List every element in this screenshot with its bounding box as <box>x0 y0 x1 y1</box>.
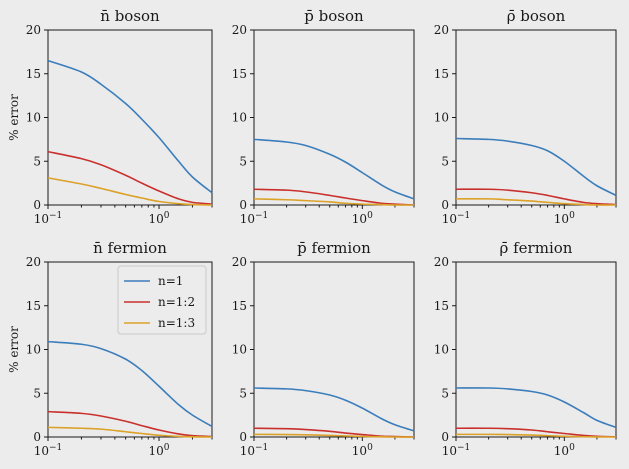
y-tick-label: 20 <box>232 23 247 37</box>
y-tick-label: 0 <box>441 430 449 444</box>
y-axis-label: % error <box>7 326 21 373</box>
x-tick-label: 10−1 <box>240 211 269 226</box>
series-line-2 <box>253 188 415 206</box>
y-tick-label: 15 <box>434 67 449 81</box>
x-tick-label: 10−1 <box>240 443 269 458</box>
panel-4: n̄ fermion 0 5 10 15 20 10−1 100 % error n=1 n=1:2… <box>7 239 213 458</box>
y-tick-label: 0 <box>441 198 449 212</box>
series-line-3 <box>47 426 213 438</box>
x-tick-label: 100 <box>352 211 373 226</box>
x-tick-label: 10−1 <box>34 211 63 226</box>
plot-area <box>455 261 617 438</box>
legend: n=1 n=1:2 n=1:3 <box>117 265 207 335</box>
y-tick-label: 5 <box>33 386 41 400</box>
series-line-3 <box>253 433 415 438</box>
x-tick-label: 100 <box>554 211 575 226</box>
x-tick-label: 10−1 <box>442 211 471 226</box>
y-tick-label: 0 <box>239 430 247 444</box>
y-tick-label: 0 <box>239 198 247 212</box>
y-tick-label: 5 <box>239 386 247 400</box>
y-tick-label: 15 <box>434 299 449 313</box>
series-line-2 <box>47 410 213 438</box>
x-tick-label: 100 <box>149 211 170 226</box>
x-tick-label: 100 <box>149 443 170 458</box>
panel-title: p̄ fermion <box>297 239 371 257</box>
series-line-3 <box>253 198 415 206</box>
series-line-3 <box>455 433 617 438</box>
legend-label-2: n=1:2 <box>158 295 195 309</box>
series-line-1 <box>47 59 213 194</box>
plot-area <box>455 29 617 206</box>
panel-title: ρ̄ boson <box>507 7 566 25</box>
legend-label-3: n=1:3 <box>158 316 195 330</box>
series-line-3 <box>455 198 617 206</box>
y-tick-label: 15 <box>26 299 41 313</box>
panel-2: p̄ boson 0 5 10 15 20 10−1 100 <box>232 7 415 226</box>
legend-box <box>117 265 207 335</box>
y-tick-label: 10 <box>434 111 449 125</box>
x-tick-label: 100 <box>554 443 575 458</box>
y-tick-label: 15 <box>232 299 247 313</box>
panel-1: n̄ boson 0 5 10 15 20 10−1 100 % error <box>7 7 213 226</box>
y-tick-label: 5 <box>441 386 449 400</box>
panel-3: ρ̄ boson 0 5 10 15 20 10−1 100 <box>434 7 617 226</box>
y-tick-label: 5 <box>239 154 247 168</box>
y-tick-label: 20 <box>434 23 449 37</box>
x-tick-label: 10−1 <box>34 443 63 458</box>
plot-area <box>47 29 213 206</box>
series-line-2 <box>47 150 213 205</box>
y-tick-label: 20 <box>26 255 41 269</box>
y-tick-label: 10 <box>232 111 247 125</box>
panel-title: p̄ boson <box>304 7 364 25</box>
x-tick-label: 10−1 <box>442 443 471 458</box>
plot-area <box>253 261 415 438</box>
series-line-1 <box>253 138 415 200</box>
series-line-1 <box>253 387 415 432</box>
y-tick-label: 20 <box>232 255 247 269</box>
panel-5: p̄ fermion 0 5 10 15 20 10−1 100 <box>232 239 415 458</box>
panel-title: n̄ fermion <box>93 239 167 257</box>
y-tick-label: 0 <box>33 198 41 212</box>
plot-area <box>253 29 415 206</box>
series-line-1 <box>47 340 213 428</box>
legend-label-1: n=1 <box>158 274 183 288</box>
y-tick-label: 20 <box>26 23 41 37</box>
y-axis-label: % error <box>7 94 21 141</box>
y-tick-label: 15 <box>232 67 247 81</box>
y-tick-label: 10 <box>26 343 41 357</box>
panel-title: ρ̄ fermion <box>500 239 573 257</box>
panel-title: n̄ boson <box>100 7 160 25</box>
y-tick-label: 20 <box>434 255 449 269</box>
series-line-1 <box>455 137 617 197</box>
y-tick-label: 0 <box>33 430 41 444</box>
series-line-2 <box>455 188 617 206</box>
series-line-3 <box>47 177 213 206</box>
y-tick-label: 5 <box>33 154 41 168</box>
x-tick-label: 100 <box>352 443 373 458</box>
y-tick-label: 5 <box>441 154 449 168</box>
y-tick-label: 15 <box>26 67 41 81</box>
series-line-1 <box>455 387 617 429</box>
panel-6: ρ̄ fermion 0 5 10 15 20 10−1 100 <box>434 239 617 458</box>
y-tick-label: 10 <box>26 111 41 125</box>
y-tick-label: 10 <box>232 343 247 357</box>
y-tick-label: 10 <box>434 343 449 357</box>
